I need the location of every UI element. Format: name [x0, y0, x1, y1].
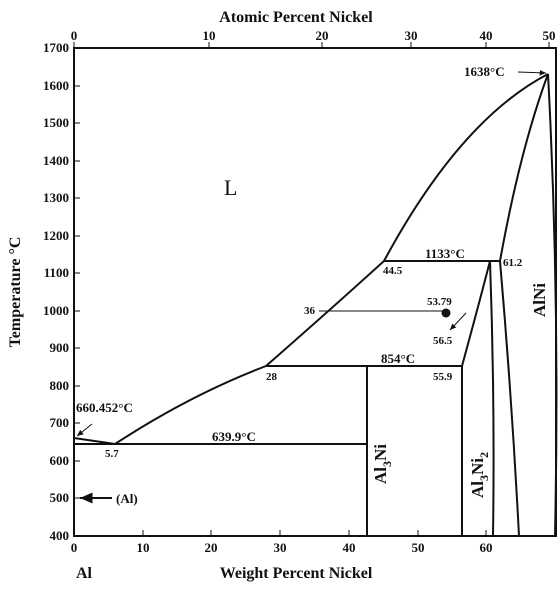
y-tick-label: 1500	[43, 115, 69, 130]
phase-liquid: L	[224, 175, 237, 200]
label-55-9: 55.9	[433, 371, 453, 383]
y-tick-label: 1000	[43, 303, 69, 318]
liquidus-al3ni	[114, 365, 267, 445]
top-axis	[73, 42, 550, 48]
bottom-axis-title: Weight Percent Nickel	[220, 565, 373, 582]
bottom-tick-label: 0	[71, 540, 78, 555]
phase-alni: AlNi	[530, 283, 549, 317]
y-axis-title: Temperature °C	[7, 237, 24, 348]
y-tick-label: 1200	[43, 228, 69, 243]
label-al-phase: (Al)	[116, 491, 138, 506]
arrow-56-5	[449, 312, 467, 331]
bottom-tick-label: 20	[205, 540, 218, 555]
label-28: 28	[266, 371, 278, 383]
label-36: 36	[304, 305, 316, 317]
y-tick-label: 600	[50, 453, 70, 468]
arrow-1638	[517, 69, 547, 76]
label-61-2: 61.2	[503, 257, 523, 269]
al3ni2-liquidus	[461, 260, 491, 367]
alloy-point	[441, 308, 451, 318]
label-854: 854°C	[381, 351, 415, 366]
label-1638: 1638°C	[464, 64, 505, 79]
label-660: 660.452°C	[76, 400, 133, 415]
alni-solidus-upper	[499, 73, 549, 262]
label-56-5: 56.5	[433, 335, 453, 347]
label-1133: 1133°C	[425, 246, 465, 261]
phase-al3ni2: Al3Ni2	[468, 452, 491, 498]
top-tick-label: 50	[543, 28, 556, 43]
al3ni-base: Al3Ni	[371, 444, 394, 484]
top-axis-title: Atomic Percent Nickel	[219, 9, 373, 26]
y-tick-label: 500	[50, 490, 70, 505]
top-tick-label: 10	[203, 28, 216, 43]
label-53-79: 53.79	[427, 296, 452, 308]
y-tick-label: 900	[50, 340, 70, 355]
alni-right-boundary	[547, 73, 558, 537]
y-tick-label: 1300	[43, 190, 69, 205]
top-tick-label: 30	[405, 28, 418, 43]
top-tick-label: 20	[316, 28, 329, 43]
label-639: 639.9°C	[212, 429, 256, 444]
phase-al3ni: Al3Ni	[371, 444, 394, 484]
top-tick-label: 0	[71, 28, 78, 43]
bottom-tick-label: 50	[412, 540, 425, 555]
y-tick-label: 1100	[44, 265, 69, 280]
bottom-tick-label: 60	[480, 540, 493, 555]
al3ni2-right	[489, 260, 495, 537]
bottom-tick-label: 40	[343, 540, 356, 555]
y-tick-label: 400	[50, 528, 70, 543]
y-tick-label: 700	[50, 415, 70, 430]
label-5-7: 5.7	[105, 448, 119, 460]
y-axis	[74, 47, 80, 537]
corner-label-al: Al	[76, 565, 93, 582]
bottom-axis	[73, 530, 487, 536]
arrow-660	[76, 423, 93, 437]
alni-left-boundary	[499, 260, 520, 537]
al3ni2-base: Al3Ni2	[468, 452, 491, 498]
label-44-5: 44.5	[383, 265, 403, 277]
y-tick-label: 1700	[43, 40, 69, 55]
y-tick-label: 1600	[43, 78, 69, 93]
bottom-tick-label: 10	[137, 540, 150, 555]
y-tick-label: 800	[50, 378, 70, 393]
y-tick-label: 1400	[43, 153, 69, 168]
liquidus-alni	[383, 73, 549, 262]
bottom-tick-label: 30	[274, 540, 287, 555]
top-tick-label: 40	[480, 28, 493, 43]
liquidus-al3ni2	[265, 260, 385, 367]
